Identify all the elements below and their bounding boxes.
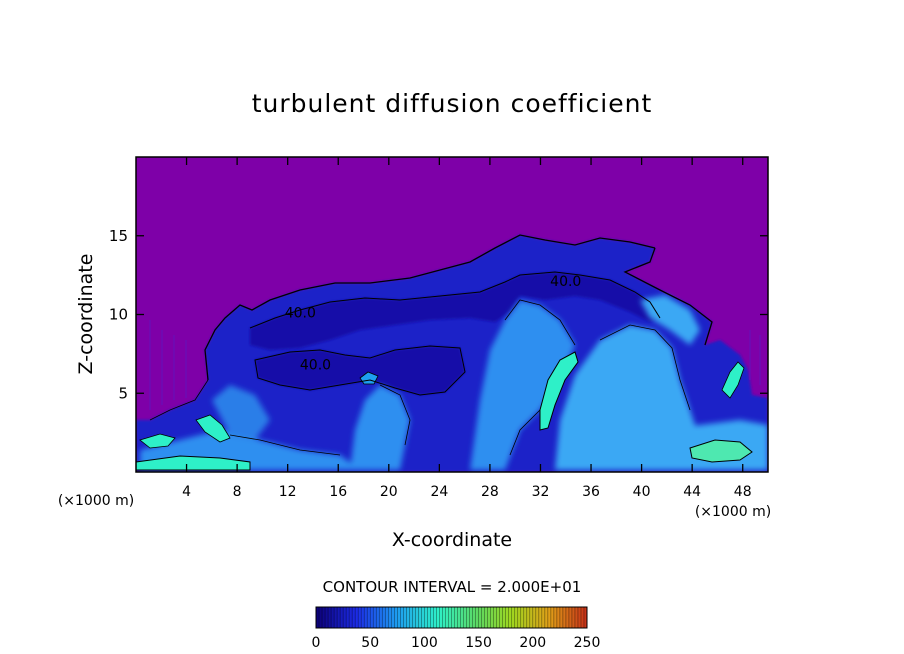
x-tick-label: 32 xyxy=(532,484,550,500)
colorbar-stripes xyxy=(318,607,585,628)
x-tick-label: 24 xyxy=(430,484,448,500)
x-tick-label: 4 xyxy=(182,484,191,500)
heatmap-field: 40.0 40.0 40.0 xyxy=(136,234,768,472)
x-tick-label: 28 xyxy=(481,484,499,500)
x-tick-labels: 4 8 12 16 20 24 28 32 36 40 44 48 xyxy=(182,484,752,500)
y-tick-labels: 5 10 15 xyxy=(109,227,128,403)
colorbar-tick-label: 200 xyxy=(519,635,546,651)
x-tick-label: 48 xyxy=(734,484,752,500)
plot-area: 40.0 40.0 40.0 xyxy=(135,156,769,473)
axis-ticks xyxy=(136,157,768,472)
chart-title: turbulent diffusion coefficient xyxy=(252,89,653,118)
contour-label: 40.0 xyxy=(285,306,316,322)
colorbar-tick-label: 150 xyxy=(465,635,492,651)
colorbar-tick-label: 50 xyxy=(361,635,379,651)
wave-features xyxy=(149,320,761,410)
colorbar-tick-label: 100 xyxy=(411,635,438,651)
cloud-region-dark-upper xyxy=(250,272,660,350)
x-tick-label: 20 xyxy=(380,484,398,500)
y-tick-label: 10 xyxy=(109,306,128,324)
colorbar-tick-label: 0 xyxy=(312,635,321,651)
contour-labels: 40.0 40.0 40.0 xyxy=(285,274,582,373)
contour-label: 40.0 xyxy=(300,358,331,374)
colorbar xyxy=(315,606,588,629)
x-tick-label: 36 xyxy=(582,484,600,500)
x-tick-label: 16 xyxy=(329,484,347,500)
x-tick-label: 8 xyxy=(233,484,242,500)
x-tick-label: 40 xyxy=(633,484,651,500)
y-tick-label: 15 xyxy=(109,227,128,245)
colorbar-tick-labels: 0 50 100 150 200 250 xyxy=(312,635,601,651)
cloud-region-dark-mid xyxy=(255,346,465,395)
x-tick-label: 44 xyxy=(683,484,701,500)
x-units-left: (×1000 m) xyxy=(58,493,134,509)
y-tick-label: 5 xyxy=(118,384,128,402)
contour-interval-text: CONTOUR INTERVAL = 2.000E+01 xyxy=(323,578,582,596)
colorbar-tick-label: 250 xyxy=(574,635,601,651)
x-tick-label: 12 xyxy=(279,484,297,500)
y-axis-label: Z-coordinate xyxy=(75,254,97,375)
contour-label: 40.0 xyxy=(550,274,581,290)
x-units-right: (×1000 m) xyxy=(695,504,771,520)
contour-lines xyxy=(149,234,713,456)
x-axis-label: X-coordinate xyxy=(392,529,512,551)
